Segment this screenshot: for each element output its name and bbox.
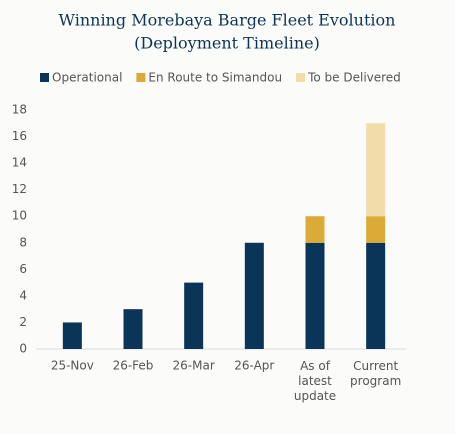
bar-segment <box>305 216 325 243</box>
legend-label: Operational <box>52 71 122 85</box>
y-tick-label: 0 <box>19 342 27 356</box>
y-tick-label: 6 <box>19 262 27 276</box>
x-tick-label: 26-Feb <box>113 359 154 373</box>
bar-segment <box>184 282 204 349</box>
x-tick-label: 26-Apr <box>234 359 274 373</box>
y-tick-label: 14 <box>12 156 27 170</box>
bar-segment <box>305 242 325 349</box>
legend-swatch <box>136 73 146 82</box>
legend-label: En Route to Simandou <box>148 71 282 85</box>
chart-title: Winning Morebaya Barge Fleet Evolution <box>59 11 396 30</box>
bar-segment <box>366 242 386 349</box>
bar-segment <box>366 123 386 217</box>
bar-segment <box>366 216 386 243</box>
bar-segment <box>244 242 264 349</box>
y-tick-label: 2 <box>19 315 27 329</box>
y-tick-label: 10 <box>12 209 27 223</box>
x-tick-label: 26-Mar <box>173 359 215 373</box>
legend-label: To be Delivered <box>307 71 401 85</box>
y-tick-label: 8 <box>19 235 27 249</box>
y-tick-label: 18 <box>12 103 27 117</box>
x-tick-label: Current program <box>350 359 401 388</box>
bar-segment <box>62 322 82 349</box>
legend-swatch <box>296 73 306 82</box>
x-tick-label: 25-Nov <box>51 359 94 373</box>
y-tick-label: 16 <box>12 129 27 143</box>
legend-swatch <box>40 73 49 82</box>
x-tick-label: As of latest update <box>294 359 336 403</box>
y-tick-label: 4 <box>19 288 27 302</box>
y-tick-label: 12 <box>12 182 27 196</box>
bar-segment <box>123 309 143 349</box>
chart-subtitle: (Deployment Timeline) <box>134 34 320 53</box>
